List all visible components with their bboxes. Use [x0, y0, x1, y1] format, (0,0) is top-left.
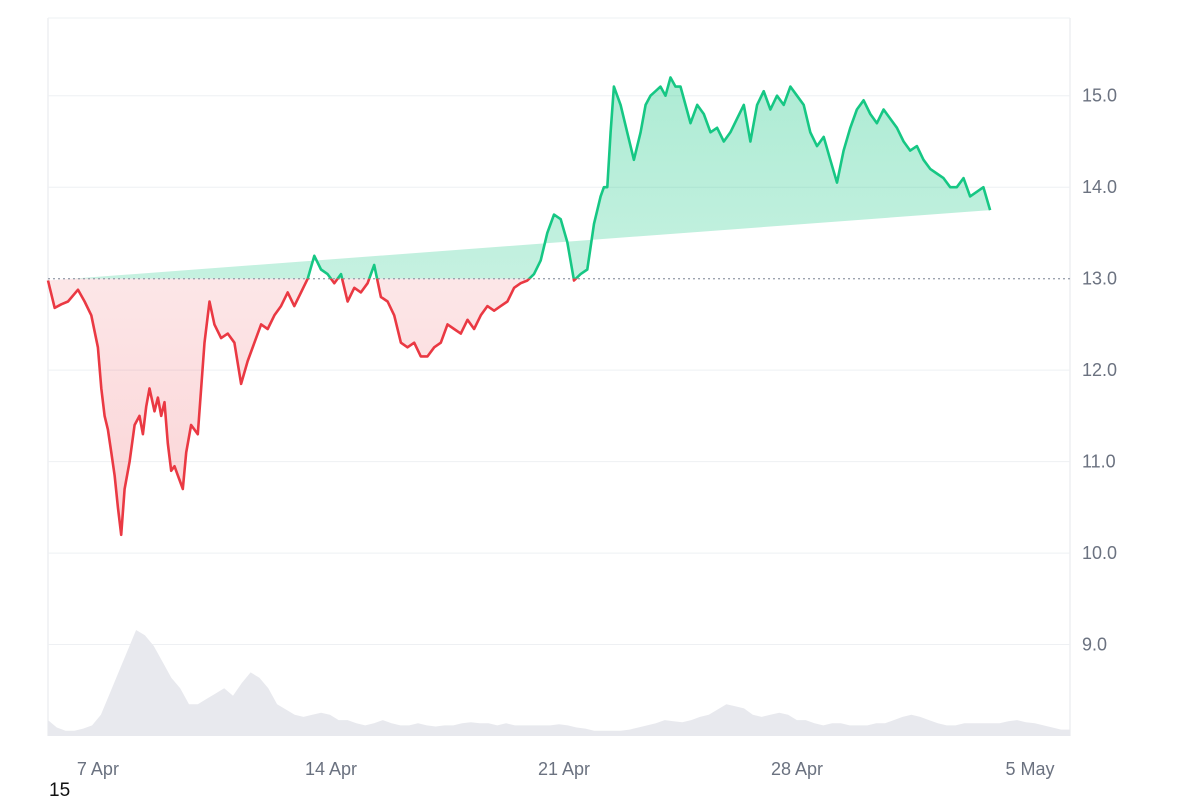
y-tick-label: 12.0	[1082, 360, 1117, 380]
y-tick-label: 10.0	[1082, 543, 1117, 563]
volume-layer	[48, 630, 1070, 736]
volume-area	[48, 630, 1070, 736]
grid-layer	[47, 17, 1071, 736]
area-below-baseline	[48, 278, 576, 535]
axis-layer: 9.0 10.0 11.0 12.0 13.0 14.0 15.0 7 Apr 14 Apr 21…	[77, 86, 1117, 779]
x-tick-label: 5 May	[1006, 759, 1055, 779]
area-layer	[48, 77, 991, 535]
x-tick-label: 14 Apr	[305, 759, 357, 779]
line-layer	[46, 76, 1070, 537]
y-tick-label: 9.0	[1082, 635, 1107, 655]
price-line-up	[306, 76, 992, 279]
x-tick-label: 21 Apr	[538, 759, 590, 779]
x-tick-label: 28 Apr	[771, 759, 823, 779]
footnote: 15	[49, 780, 71, 801]
area-above-baseline	[72, 77, 991, 279]
price-line-down	[46, 278, 578, 537]
y-tick-label: 14.0	[1082, 177, 1117, 197]
y-tick-label: 11.0	[1082, 452, 1116, 472]
y-tick-label: 13.0	[1082, 269, 1117, 289]
x-tick-label: 7 Apr	[77, 759, 119, 779]
y-tick-label: 15.0	[1082, 86, 1117, 106]
